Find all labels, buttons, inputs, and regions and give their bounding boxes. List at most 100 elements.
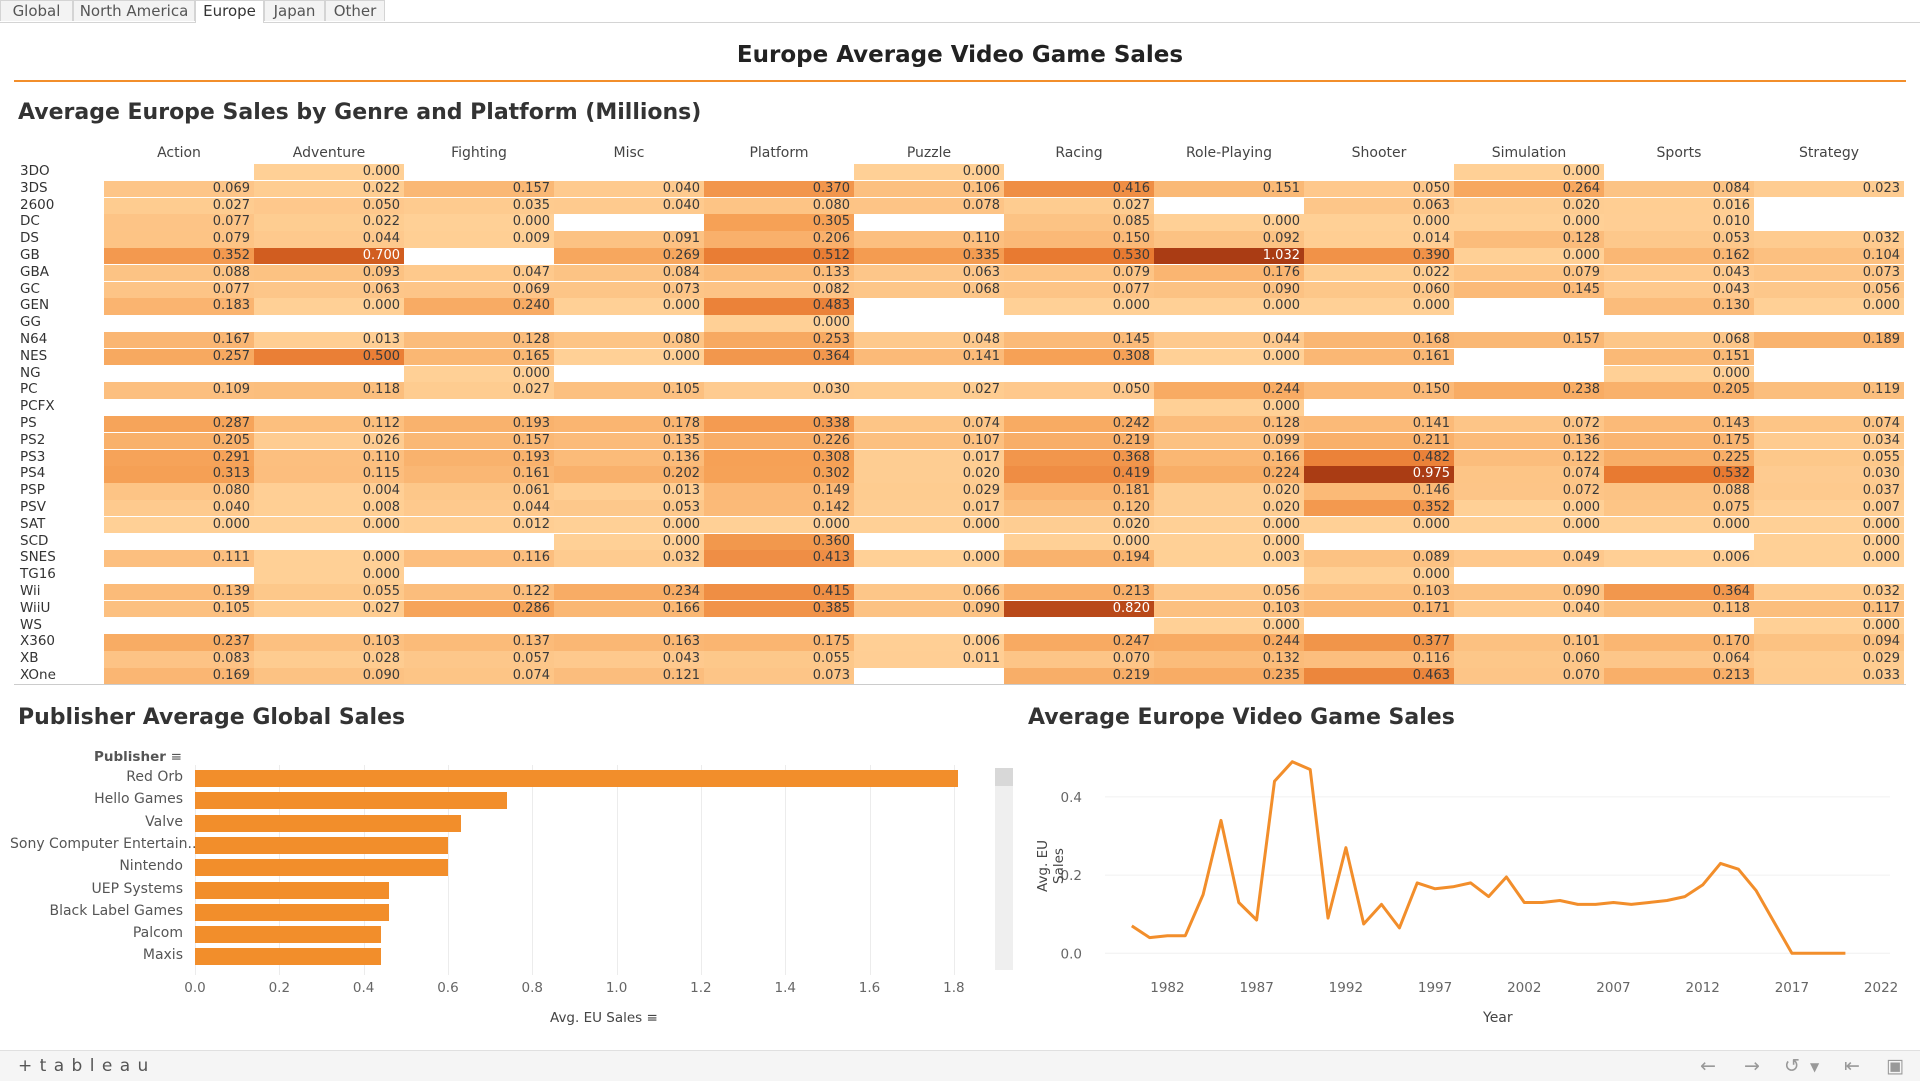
publisher-label[interactable]: Hello Games [94, 791, 183, 808]
heatmap-cell[interactable]: 0.286 [404, 600, 554, 618]
heatmap-cell[interactable]: 0.287 [104, 416, 254, 433]
heatmap-cell[interactable]: 0.074 [1454, 466, 1604, 483]
platform-row-header[interactable]: WS [20, 616, 42, 633]
heatmap-cell[interactable]: 0.305 [704, 214, 854, 231]
tab-japan[interactable]: Japan [264, 0, 325, 21]
platform-row-header[interactable]: DC [20, 213, 40, 230]
heatmap-cell[interactable]: 0.141 [1304, 416, 1454, 433]
heatmap-cell[interactable]: 0.170 [1604, 634, 1754, 651]
heatmap-cell[interactable]: 0.055 [704, 651, 854, 668]
heatmap-cell[interactable]: 0.975 [1304, 466, 1454, 483]
heatmap-cell[interactable]: 0.029 [854, 483, 1004, 500]
heatmap-cell[interactable]: 0.012 [404, 516, 554, 534]
platform-row-header[interactable]: WiiU [20, 599, 51, 616]
heatmap-cell[interactable]: 0.000 [1454, 214, 1604, 231]
heatmap-cell[interactable]: 0.167 [104, 332, 254, 349]
heatmap-cell[interactable]: 0.128 [1154, 416, 1304, 433]
heatmap-cell[interactable]: 0.040 [554, 180, 704, 198]
heatmap-cell[interactable]: 0.090 [1154, 281, 1304, 298]
heatmap-cell[interactable]: 0.150 [1304, 382, 1454, 399]
platform-row-header[interactable]: PSV [20, 499, 46, 515]
heatmap-cell[interactable]: 0.022 [254, 180, 404, 198]
heatmap-cell[interactable]: 0.084 [554, 264, 704, 282]
heatmap-cell[interactable]: 0.079 [1454, 264, 1604, 282]
heatmap-cell[interactable]: 0.000 [1754, 298, 1904, 315]
heatmap-cell[interactable]: 0.151 [1604, 348, 1754, 366]
genre-column-header[interactable]: Puzzle [906, 145, 952, 161]
tab-europe[interactable]: Europe [195, 0, 264, 23]
tableau-logo[interactable]: + t a b l e a u [18, 1056, 150, 1076]
genre-column-header[interactable]: Action [157, 145, 201, 161]
heatmap-cell[interactable]: 0.000 [554, 516, 704, 534]
heatmap-cell[interactable]: 0.141 [854, 348, 1004, 366]
genre-column-header[interactable]: Racing [1055, 145, 1103, 161]
heatmap-cell[interactable]: 0.040 [554, 197, 704, 214]
heatmap-cell[interactable]: 0.027 [854, 382, 1004, 399]
publisher-bar[interactable] [195, 792, 507, 810]
heatmap-cell[interactable]: 0.022 [254, 214, 404, 231]
heatmap-cell[interactable]: 0.171 [1304, 600, 1454, 618]
publisher-label[interactable]: Maxis [142, 947, 183, 964]
heatmap-cell[interactable]: 0.128 [404, 332, 554, 349]
platform-row-header[interactable]: Wii [20, 583, 41, 599]
heatmap-cell[interactable]: 0.000 [1754, 550, 1904, 567]
heatmap-cell[interactable]: 0.068 [854, 281, 1004, 298]
heatmap-cell[interactable]: 0.000 [254, 164, 404, 181]
platform-row-header[interactable]: GEN [20, 297, 50, 314]
publisher-bar[interactable] [195, 859, 448, 877]
heatmap-cell[interactable]: 0.302 [704, 466, 854, 483]
heatmap-cell[interactable]: 0.157 [1454, 332, 1604, 349]
heatmap-cell[interactable]: 0.146 [1304, 483, 1454, 500]
heatmap-cell[interactable]: 0.264 [1454, 180, 1604, 198]
publisher-bar[interactable] [195, 926, 381, 944]
platform-row-header[interactable]: PC [20, 381, 38, 398]
heatmap-cell[interactable]: 0.063 [854, 264, 1004, 282]
undo-icon[interactable]: ← [1700, 1055, 1716, 1077]
heatmap-cell[interactable]: 0.118 [254, 382, 404, 399]
heatmap-cell[interactable]: 0.136 [1454, 432, 1604, 450]
heatmap-cell[interactable]: 0.020 [1154, 483, 1304, 500]
platform-row-header[interactable]: NG [20, 364, 41, 381]
heatmap-cell[interactable]: 0.219 [1004, 668, 1154, 685]
heatmap-cell[interactable]: 0.061 [404, 483, 554, 500]
heatmap-cell[interactable]: 0.112 [254, 416, 404, 433]
heatmap-cell[interactable]: 0.000 [1004, 533, 1154, 550]
heatmap-cell[interactable]: 0.000 [554, 298, 704, 315]
heatmap-cell[interactable]: 0.225 [1604, 449, 1754, 466]
heatmap-cell[interactable]: 0.000 [1304, 298, 1454, 315]
heatmap-cell[interactable]: 0.000 [1154, 516, 1304, 534]
heatmap-cell[interactable]: 0.145 [1454, 281, 1604, 298]
heatmap-cell[interactable]: 0.099 [1154, 432, 1304, 450]
heatmap-cell[interactable]: 0.049 [1454, 550, 1604, 567]
heatmap-cell[interactable]: 0.013 [554, 483, 704, 500]
heatmap-cell[interactable]: 0.500 [254, 348, 404, 366]
platform-row-header[interactable]: XOne [20, 667, 56, 683]
platform-row-header[interactable]: PCFX [20, 398, 55, 415]
heatmap-cell[interactable]: 0.352 [104, 248, 254, 265]
platform-row-header[interactable]: X360 [20, 633, 56, 650]
heatmap-cell[interactable]: 0.069 [104, 180, 254, 198]
heatmap-cell[interactable]: 0.308 [704, 449, 854, 466]
tab-other[interactable]: Other [325, 0, 385, 21]
heatmap-cell[interactable]: 0.175 [1604, 432, 1754, 450]
publisher-label[interactable]: Nintendo [119, 858, 183, 875]
heatmap-cell[interactable]: 0.084 [1604, 180, 1754, 198]
heatmap-cell[interactable]: 0.044 [254, 231, 404, 248]
platform-row-header[interactable]: PS2 [20, 431, 46, 448]
genre-column-header[interactable]: Fighting [451, 145, 507, 161]
heatmap-cell[interactable]: 0.080 [704, 197, 854, 214]
redo-icon[interactable]: → [1744, 1055, 1760, 1077]
publisher-bar[interactable] [195, 836, 448, 854]
sort-icon[interactable]: ≡ [646, 1010, 658, 1026]
heatmap-cell[interactable]: 0.078 [854, 197, 1004, 214]
publisher-bar[interactable] [195, 948, 381, 966]
heatmap-cell[interactable]: 0.027 [104, 197, 254, 214]
heatmap-cell[interactable]: 0.115 [254, 466, 404, 483]
chart-scrollbar[interactable] [995, 768, 1013, 970]
heatmap-cell[interactable]: 0.512 [704, 248, 854, 265]
heatmap-cell[interactable]: 0.082 [704, 281, 854, 298]
heatmap-cell[interactable]: 0.121 [554, 668, 704, 685]
heatmap-cell[interactable]: 0.070 [1004, 651, 1154, 668]
heatmap-cell[interactable]: 0.000 [1004, 298, 1154, 315]
heatmap-cell[interactable]: 0.000 [1154, 533, 1304, 550]
